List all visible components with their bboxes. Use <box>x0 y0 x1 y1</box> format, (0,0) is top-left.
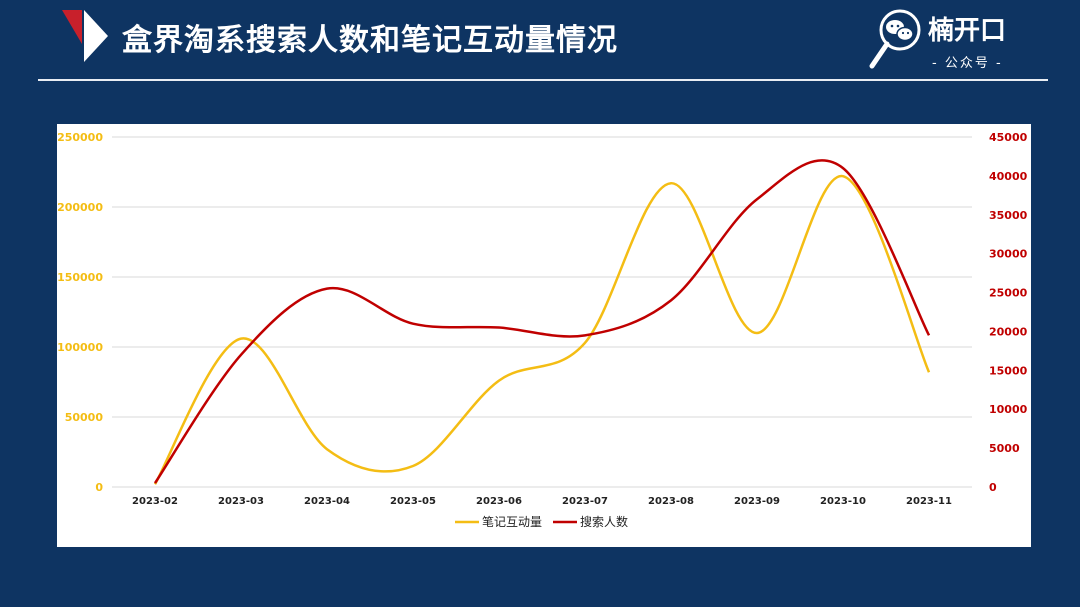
y-right-tick-label: 40000 <box>989 170 1028 183</box>
x-tick-label: 2023-03 <box>218 496 264 507</box>
magnifier-wechat-icon <box>869 9 921 69</box>
x-tick-label: 2023-06 <box>476 496 522 507</box>
page-title: 盒界淘系搜索人数和笔记互动量情况 <box>122 23 618 58</box>
y-left-tick-label: 100000 <box>57 341 103 354</box>
y-right-tick-label: 25000 <box>989 287 1028 300</box>
y-right-tick-label: 10000 <box>989 403 1028 416</box>
x-tick-label: 2023-08 <box>648 496 694 507</box>
series-line-2 <box>153 159 931 484</box>
y-left-tick-label: 50000 <box>65 411 104 424</box>
brand-logo: 楠开口 - 公众号 - <box>868 8 1028 74</box>
legend-label-2: 搜索人数 <box>580 514 628 529</box>
x-tick-label: 2023-02 <box>132 496 178 507</box>
y-right-tick-label: 45000 <box>989 131 1028 144</box>
y-right-tick-label: 15000 <box>989 364 1028 377</box>
y-left-tick-label: 150000 <box>57 271 103 284</box>
legend-label-1: 笔记互动量 <box>482 514 542 529</box>
chart-card: 0 50000 100000 150000 200000 250000 0 5000 10000… <box>57 124 1031 547</box>
y-right-tick-label: 0 <box>989 481 997 494</box>
y-right-tick-label: 20000 <box>989 325 1028 338</box>
brand-name: 楠开口 <box>928 16 1007 46</box>
x-tick-label: 2023-05 <box>390 496 436 507</box>
y-left-tick-label: 0 <box>95 481 103 494</box>
x-tick-label: 2023-11 <box>906 496 952 507</box>
series-line-1 <box>153 174 931 485</box>
y-left-tick-label: 250000 <box>57 131 103 144</box>
y-right-tick-label: 35000 <box>989 209 1028 222</box>
x-tick-label: 2023-10 <box>820 496 866 507</box>
header-divider <box>38 79 1048 81</box>
title-arrow-mark-icon <box>62 10 108 62</box>
brand-subtitle: - 公众号 - <box>932 56 1003 71</box>
y-right-tick-label: 5000 <box>989 442 1020 455</box>
x-tick-label: 2023-09 <box>734 496 780 507</box>
line-chart: 0 50000 100000 150000 200000 250000 0 5000 10000… <box>57 131 1028 529</box>
x-tick-label: 2023-04 <box>304 496 350 507</box>
y-right-tick-label: 30000 <box>989 248 1028 261</box>
x-tick-label: 2023-07 <box>562 496 608 507</box>
y-left-tick-label: 200000 <box>57 201 103 214</box>
